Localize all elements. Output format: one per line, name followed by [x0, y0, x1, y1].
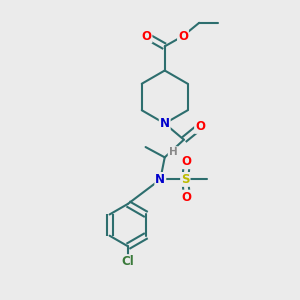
Text: O: O — [195, 120, 205, 133]
Text: S: S — [181, 173, 190, 186]
Text: O: O — [142, 30, 152, 43]
Text: O: O — [182, 190, 192, 204]
Text: H: H — [169, 147, 177, 157]
Text: Cl: Cl — [122, 255, 134, 268]
Text: N: N — [155, 173, 165, 186]
Text: N: N — [160, 117, 170, 130]
Text: O: O — [178, 30, 188, 43]
Text: O: O — [182, 155, 192, 168]
